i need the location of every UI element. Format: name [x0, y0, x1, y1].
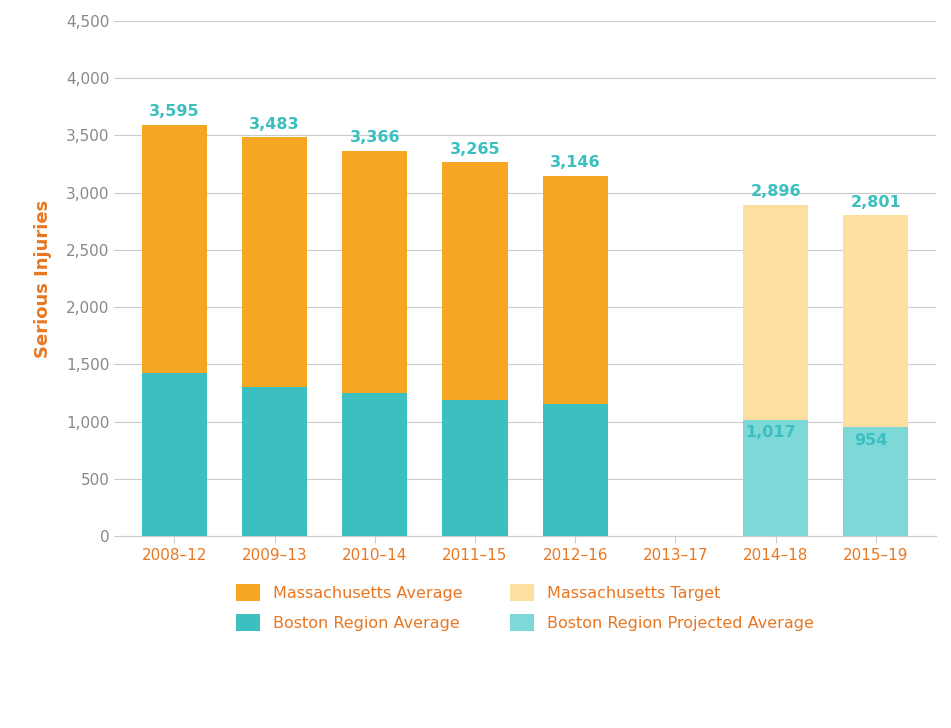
Bar [844, 427, 908, 536]
Legend: Massachusetts Average, Boston Region Average, Massachusetts Target, Boston Regio: Massachusetts Average, Boston Region Ave… [236, 584, 814, 631]
Text: 1,300: 1,300 [244, 394, 295, 409]
Text: 3,366: 3,366 [350, 130, 400, 145]
Bar [142, 373, 207, 536]
Bar [342, 151, 407, 393]
Bar [442, 400, 508, 536]
Text: 3,265: 3,265 [450, 142, 500, 157]
Bar [543, 176, 608, 403]
Bar [743, 205, 808, 419]
Bar [442, 162, 508, 400]
Bar [142, 124, 207, 373]
Bar [844, 215, 908, 427]
Text: 3,483: 3,483 [249, 116, 300, 132]
Bar [743, 419, 808, 536]
Text: 2,801: 2,801 [850, 195, 902, 210]
Text: 1,157: 1,157 [545, 411, 595, 425]
Text: 3,146: 3,146 [550, 155, 600, 170]
Text: 954: 954 [854, 432, 887, 448]
Text: 1,423: 1,423 [144, 380, 195, 395]
Bar [243, 387, 307, 536]
Text: 3,595: 3,595 [149, 104, 200, 119]
Bar [342, 393, 407, 536]
Text: 1,017: 1,017 [746, 425, 796, 440]
Y-axis label: Serious Injuries: Serious Injuries [34, 199, 52, 357]
Text: 1,192: 1,192 [445, 406, 495, 422]
Text: 1,250: 1,250 [344, 400, 395, 415]
Bar [543, 403, 608, 536]
Bar [243, 138, 307, 387]
Text: 2,896: 2,896 [750, 184, 801, 199]
